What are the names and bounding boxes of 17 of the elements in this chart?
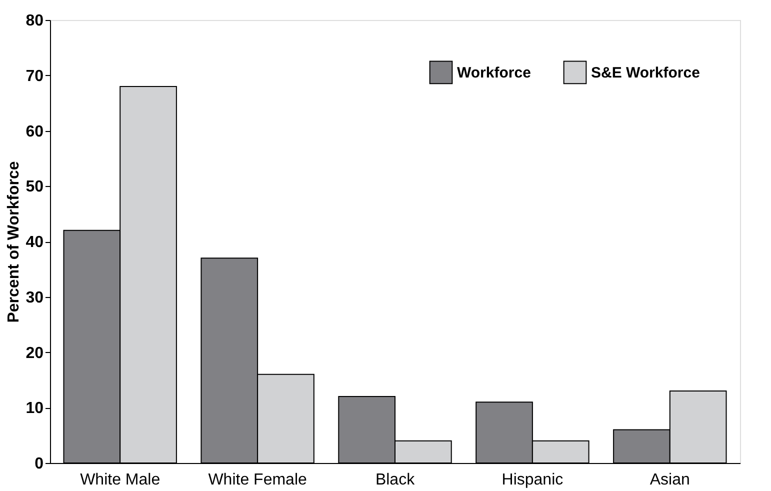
y-tick-label: 80	[26, 12, 44, 30]
y-tick-label: 70	[26, 68, 44, 85]
y-tick-label: 60	[26, 123, 44, 140]
x-tick-label: White Male	[80, 472, 160, 488]
y-tick-label: 40	[26, 234, 44, 251]
y-tick-label: 0	[34, 456, 44, 472]
y-tick-label: 20	[26, 344, 44, 362]
legend-label: S&E Workforce	[591, 64, 700, 82]
x-tick-label: Black	[375, 472, 416, 488]
legend-label: Workforce	[457, 64, 531, 82]
y-tick-label: 50	[26, 178, 44, 196]
y-tick-label: 30	[26, 289, 44, 306]
x-tick-label: White Female	[208, 472, 307, 488]
y-tick-label: 10	[26, 400, 44, 418]
x-tick-label: Asian	[650, 472, 690, 488]
x-tick-label: Hispanic	[502, 472, 564, 488]
y-axis-title: Percent of Workforce	[6, 161, 23, 323]
